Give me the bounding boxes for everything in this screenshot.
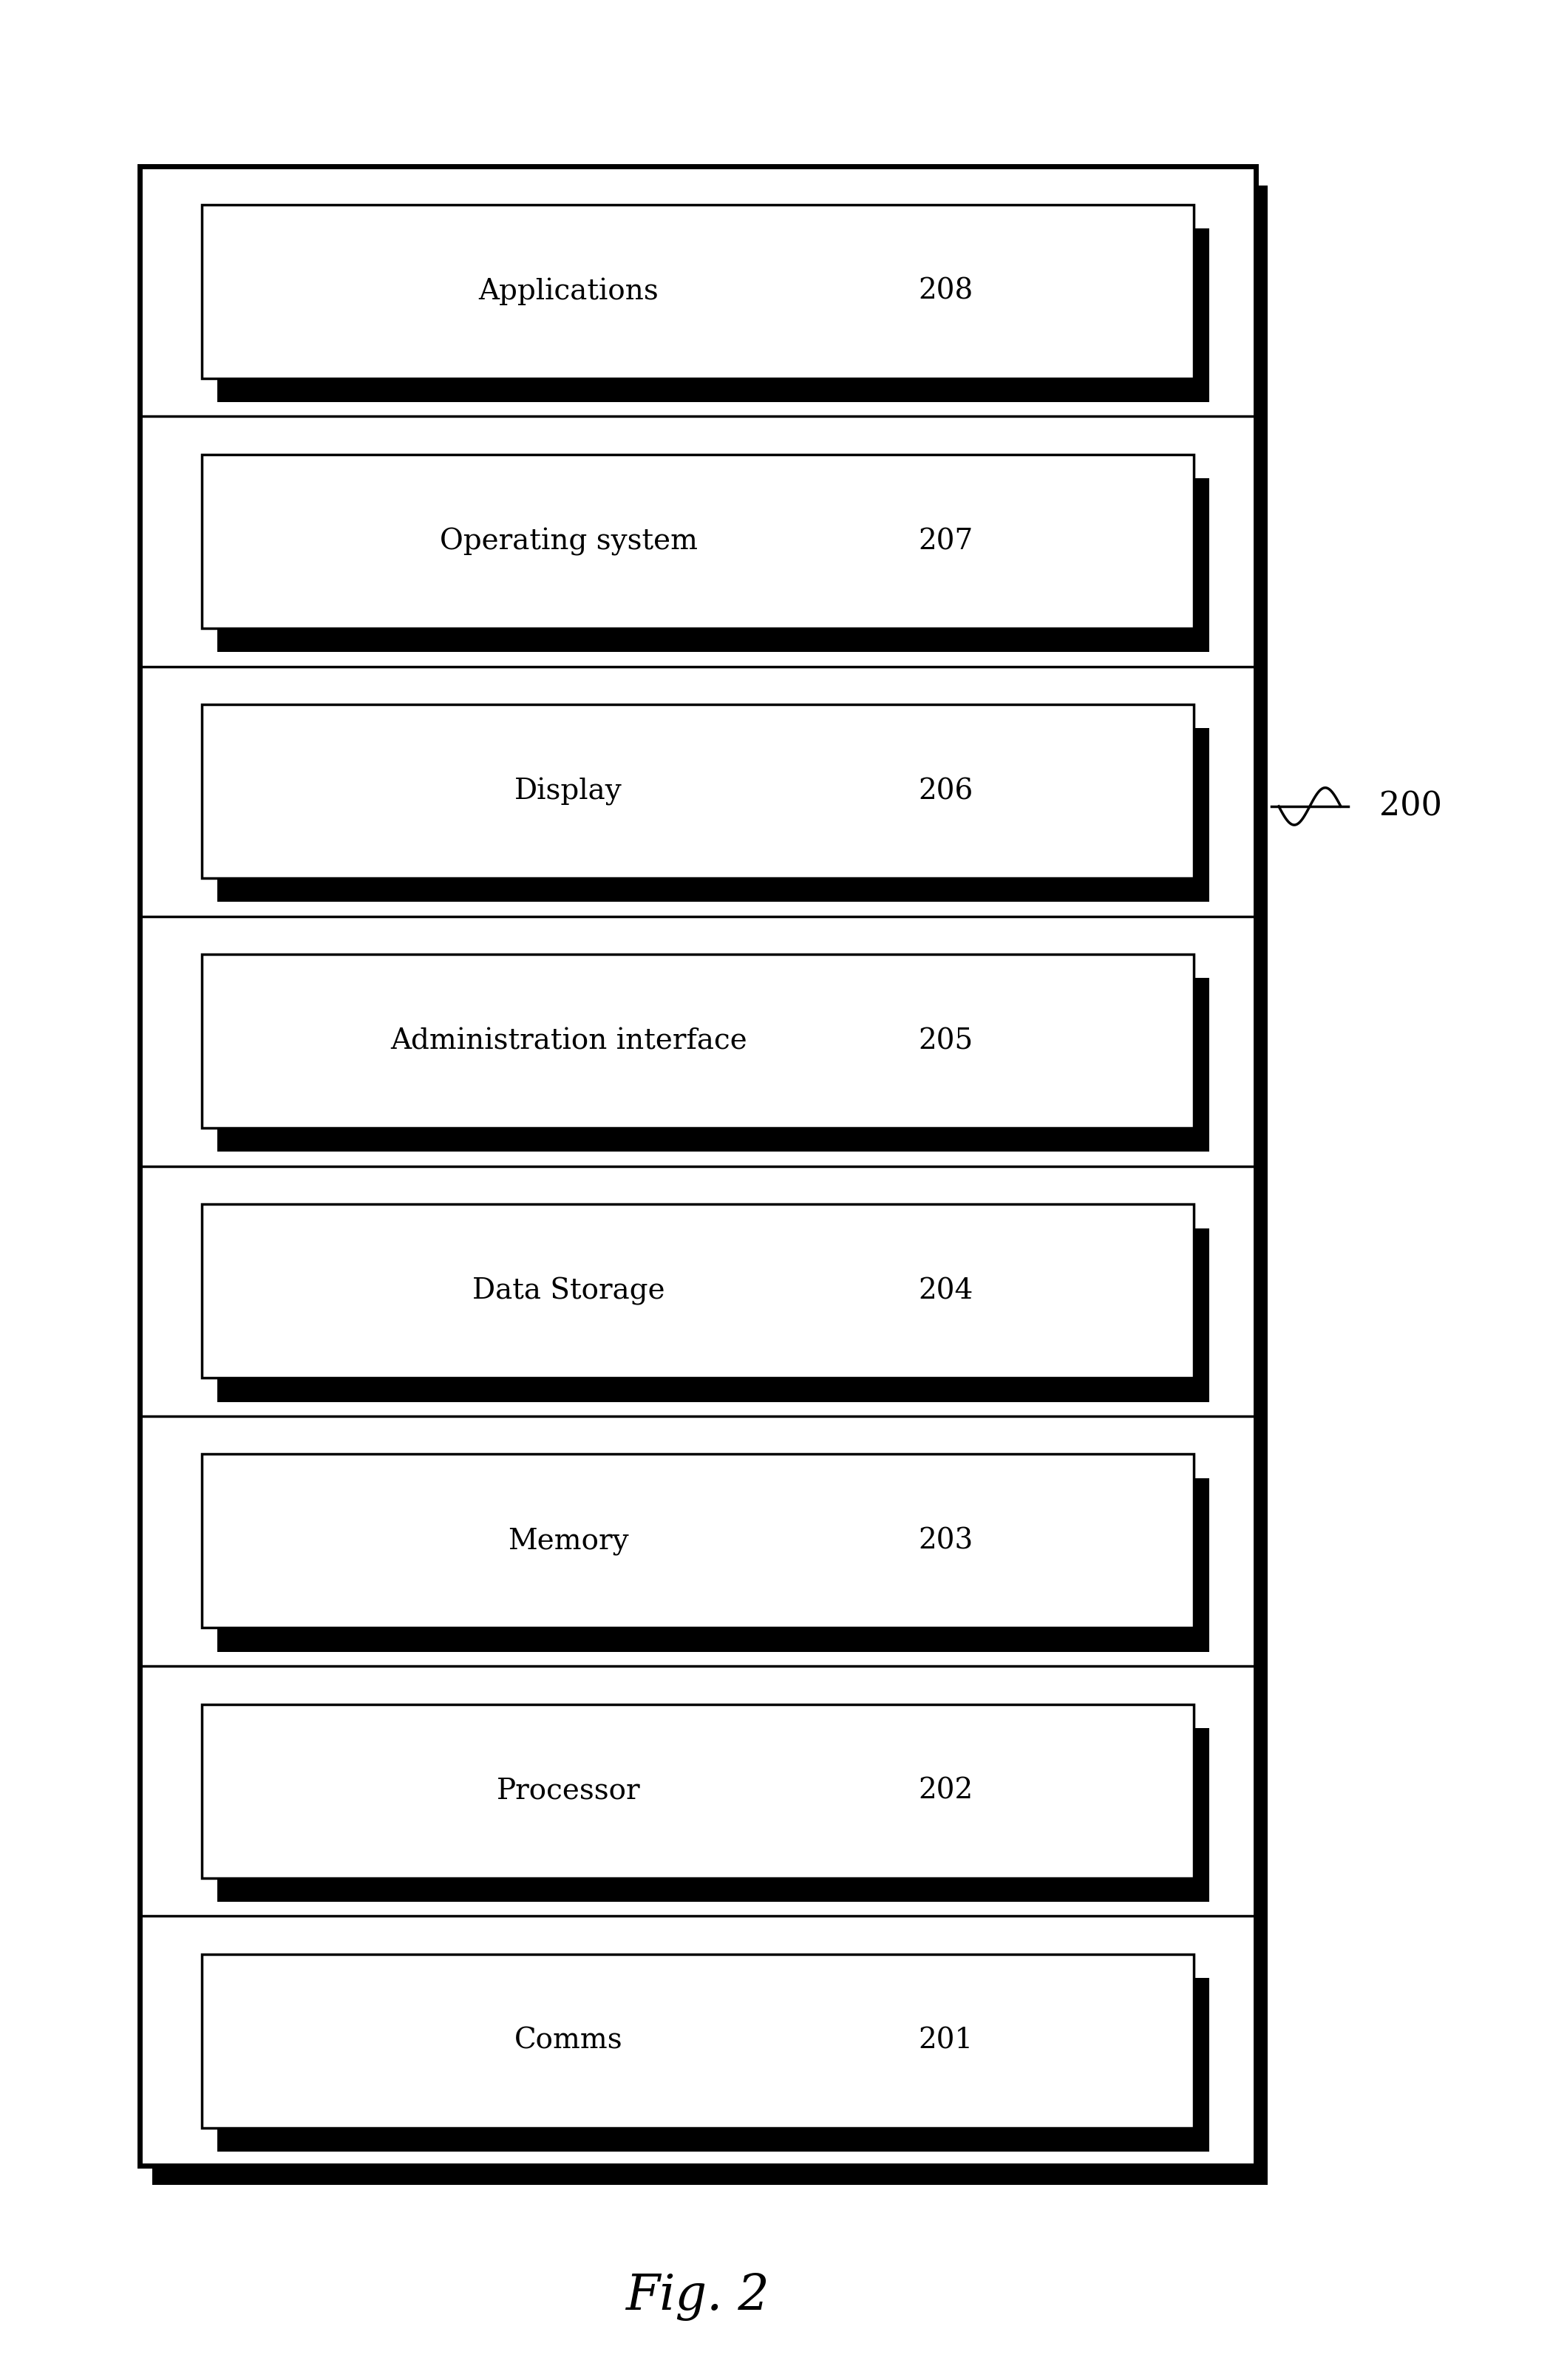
Bar [217, 1478, 1209, 1652]
Text: Data Storage: Data Storage [473, 1278, 665, 1304]
Text: 202: 202 [918, 1778, 973, 1804]
Text: 206: 206 [918, 778, 973, 804]
Bar [202, 704, 1194, 878]
Bar [217, 228, 1209, 402]
Bar [202, 1204, 1194, 1378]
Text: Applications: Applications [479, 278, 659, 305]
Text: Operating system: Operating system [440, 528, 698, 555]
Text: 207: 207 [918, 528, 973, 555]
Text: Display: Display [515, 778, 623, 804]
Bar [152, 186, 1268, 2185]
Text: 208: 208 [918, 278, 973, 305]
Bar [202, 1704, 1194, 1878]
Text: 205: 205 [918, 1028, 973, 1054]
Bar [217, 1728, 1209, 1902]
Text: Comms: Comms [515, 2028, 623, 2054]
Bar [202, 205, 1194, 378]
Bar [217, 478, 1209, 652]
Bar [202, 455, 1194, 628]
Text: Fig. 2: Fig. 2 [626, 2273, 769, 2320]
Bar [217, 1978, 1209, 2152]
Text: 203: 203 [918, 1528, 973, 1554]
Text: Memory: Memory [508, 1528, 629, 1554]
Text: 204: 204 [918, 1278, 973, 1304]
Bar [217, 728, 1209, 902]
Bar [202, 1954, 1194, 2128]
Bar [202, 1454, 1194, 1628]
Bar [217, 1228, 1209, 1402]
Bar [202, 954, 1194, 1128]
Text: Administration interface: Administration interface [391, 1028, 747, 1054]
Text: Processor: Processor [496, 1778, 640, 1804]
Text: 200: 200 [1380, 790, 1443, 823]
Bar [217, 978, 1209, 1152]
Bar [140, 167, 1256, 2166]
Text: 201: 201 [918, 2028, 973, 2054]
